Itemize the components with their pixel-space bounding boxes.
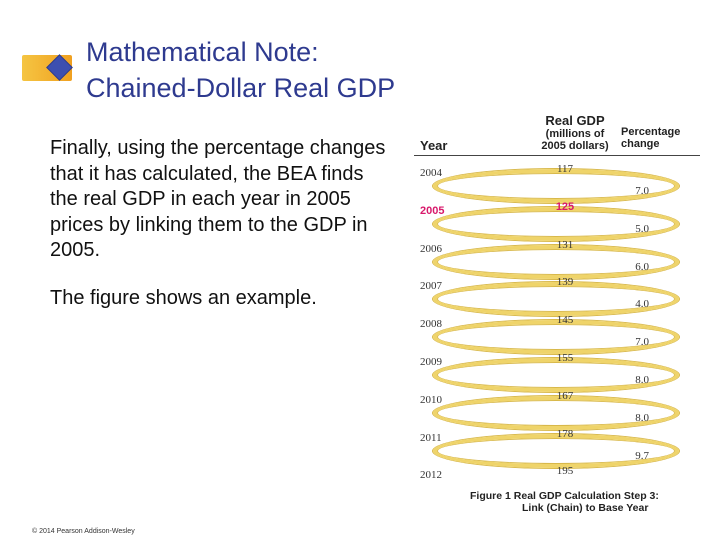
row-year: 2006	[420, 242, 442, 255]
title-line-1: Mathematical Note:	[86, 37, 319, 67]
gdp-header-line-2: (millions of	[545, 128, 605, 140]
row-real-gdp: 117	[556, 163, 574, 175]
chain-link-ring	[433, 433, 679, 468]
row-real-gdp: 125	[555, 200, 575, 213]
row-percentage-change: 5.0	[635, 222, 649, 235]
row-year: 2005	[420, 204, 445, 217]
pct-header-line-2: change	[621, 138, 660, 150]
chain-link-ring	[433, 169, 679, 203]
row-year: 2012	[420, 469, 442, 482]
slide-title: Mathematical Note: Chained-Dollar Real G…	[86, 34, 506, 106]
title-line-2: Chained-Dollar Real GDP	[86, 73, 396, 103]
row-percentage-change: 8.0	[635, 411, 649, 424]
chain-link-ring	[433, 244, 679, 279]
column-header-percentage-change: Percentage change	[621, 126, 680, 150]
row-percentage-change: 4.0	[635, 298, 649, 311]
chain-link-ring	[433, 206, 679, 241]
row-year: 2010	[420, 393, 442, 406]
row-real-gdp: 155	[556, 352, 574, 364]
row-year: 2007	[420, 280, 442, 293]
row-percentage-change: 7.0	[635, 185, 649, 197]
row-year: 2011	[420, 431, 442, 444]
row-real-gdp: 167	[556, 389, 574, 402]
chain-link-figure: Year Real GDP (millions of 2005 dollars)…	[400, 105, 710, 525]
row-real-gdp: 195	[556, 465, 574, 478]
row-year: 2004	[420, 167, 442, 179]
chain-link-ring	[433, 320, 679, 355]
paragraph-2: The figure shows an example.	[50, 286, 317, 309]
column-header-real-gdp: Real GDP (millions of 2005 dollars)	[520, 113, 630, 152]
row-year: 2008	[420, 318, 442, 331]
gdp-header-line-3: 2005 dollars)	[541, 140, 609, 152]
row-real-gdp: 145	[556, 314, 574, 327]
row-percentage-change: 7.0	[635, 336, 649, 349]
paragraph-1: Finally, using the percentage changes th…	[50, 137, 386, 261]
row-year: 2009	[420, 356, 442, 368]
row-real-gdp: 178	[556, 427, 574, 440]
caption-label: Figure 1	[470, 490, 511, 502]
gdp-header-line-1: Real GDP	[545, 113, 605, 128]
row-real-gdp: 139	[556, 276, 574, 289]
row-real-gdp: 131	[556, 238, 574, 251]
caption-line-2: Link (Chain) to Base Year	[522, 502, 649, 514]
chain-link-ring	[433, 358, 679, 392]
column-header-year: Year	[420, 138, 448, 153]
figure-caption: Figure 1 Real GDP Calculation Step 3: Li…	[470, 490, 710, 514]
header-rule	[414, 155, 700, 156]
row-percentage-change: 6.0	[635, 260, 649, 273]
copyright-notice: © 2014 Pearson Addison-Wesley	[32, 528, 135, 535]
body-text: Finally, using the percentage changes th…	[50, 136, 390, 311]
chain-link-ring	[433, 282, 679, 317]
chain-link-ring	[433, 395, 679, 430]
caption-line-1: Real GDP Calculation Step 3:	[513, 490, 659, 502]
pct-header-line-1: Percentage	[621, 126, 681, 138]
row-percentage-change: 8.0	[635, 374, 649, 386]
row-percentage-change: 9.7	[635, 449, 649, 462]
